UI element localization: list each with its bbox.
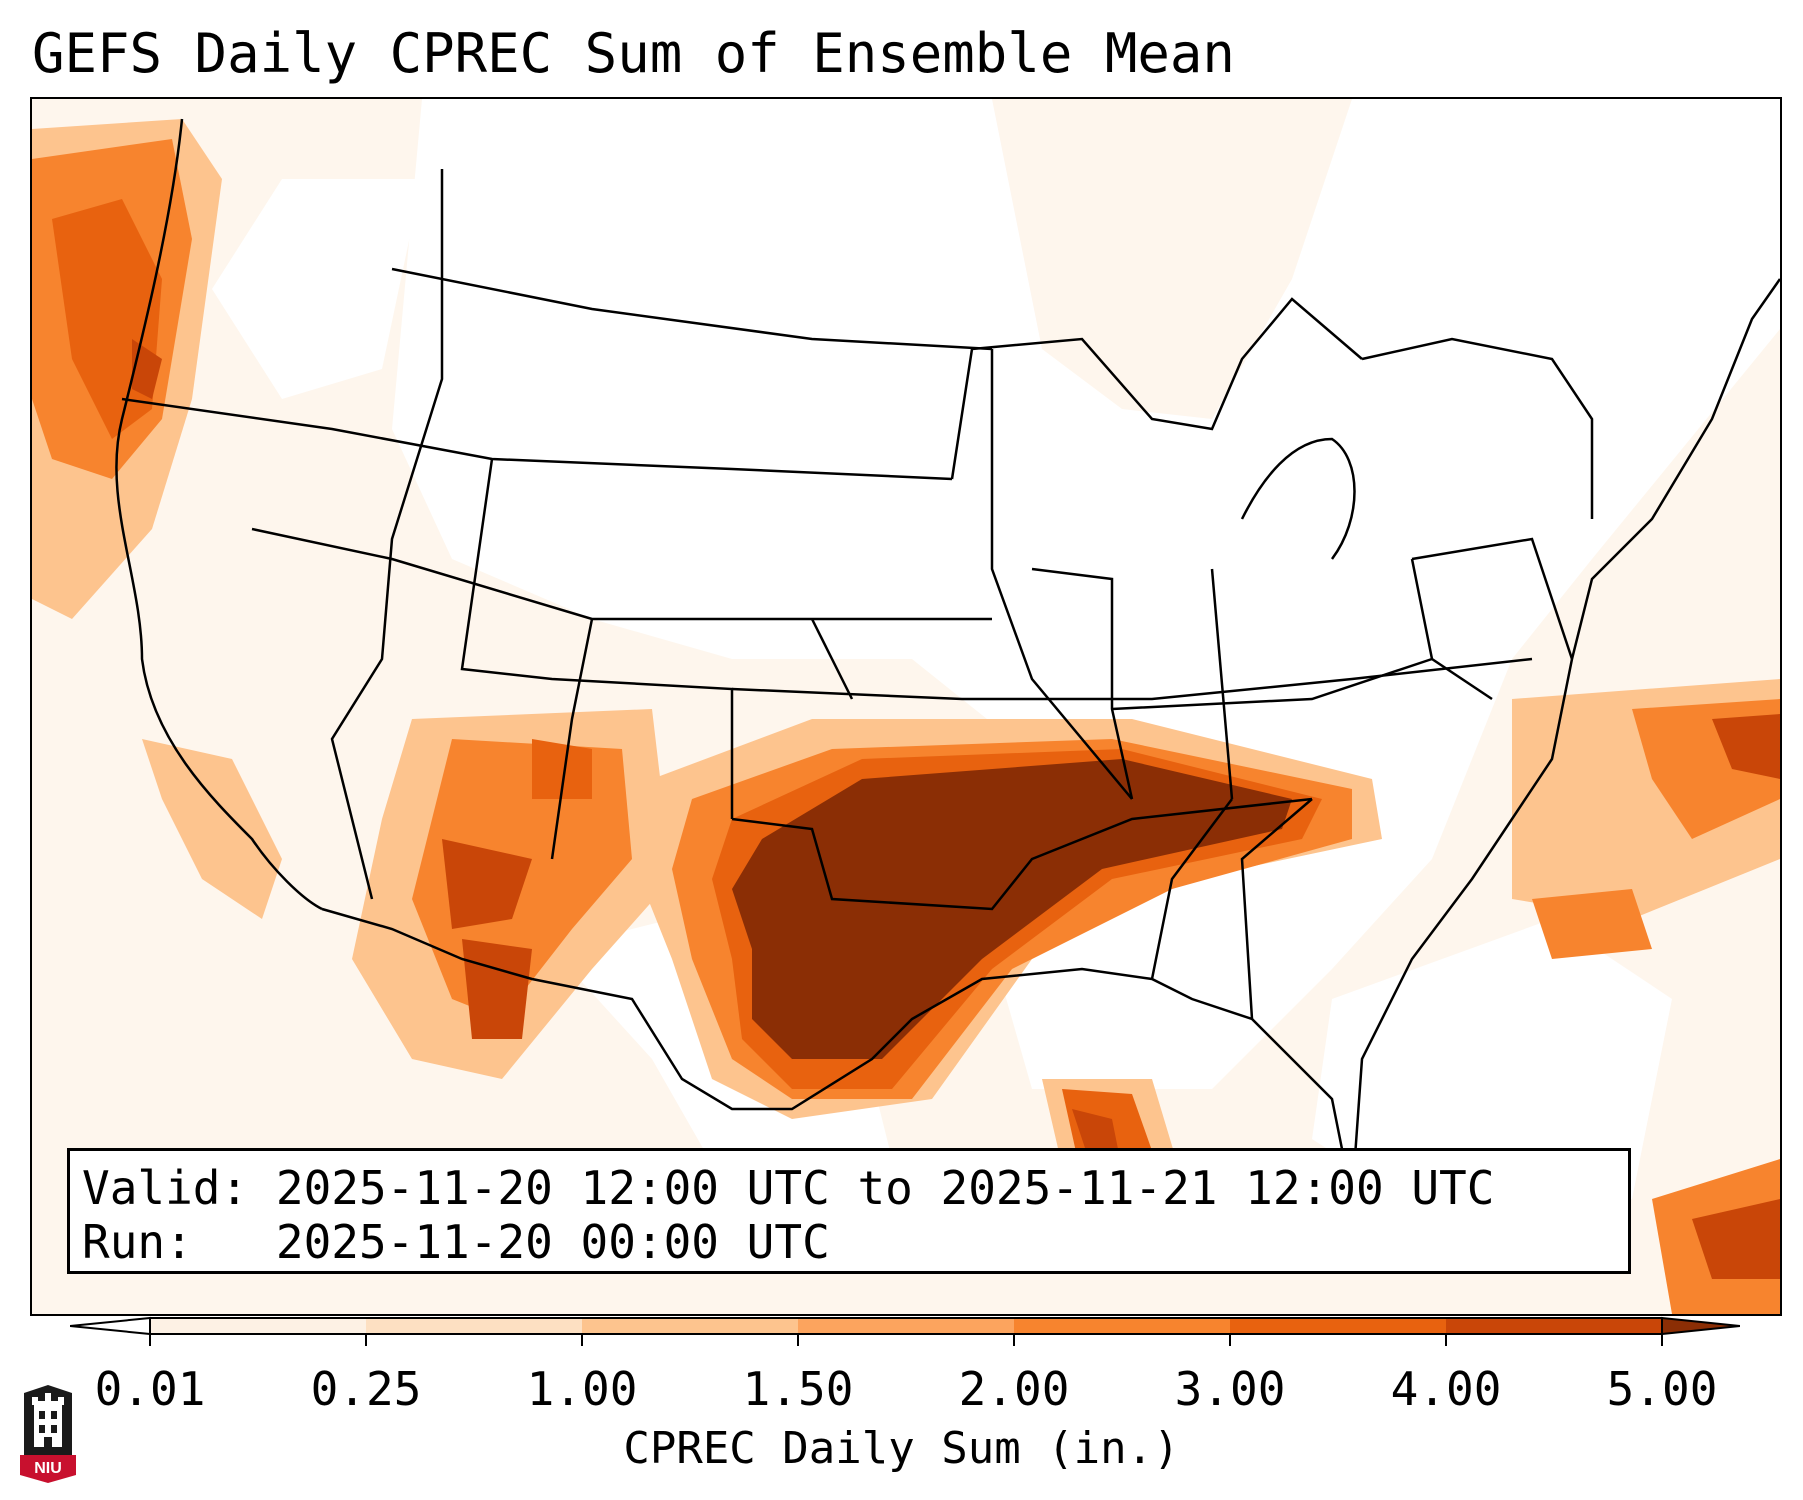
colorbar-tick-label: 2.00 bbox=[958, 1362, 1070, 1416]
colorbar-segment-4 bbox=[798, 1318, 1014, 1334]
colorbar-segment-5 bbox=[1014, 1318, 1230, 1334]
colorbar-segment-3 bbox=[582, 1318, 798, 1334]
colorbar-tick-label: 1.50 bbox=[742, 1362, 854, 1416]
colorbar-low-arrow bbox=[70, 1316, 151, 1336]
state-borders bbox=[115, 118, 1780, 1200]
logo-band bbox=[20, 1455, 76, 1483]
colorbar-tick-label: 1.00 bbox=[526, 1362, 638, 1416]
niu-logo: NIU bbox=[20, 1385, 76, 1483]
colorbar-segment-2 bbox=[366, 1318, 582, 1334]
colorbar-outline bbox=[149, 1317, 1663, 1335]
valid-range: 2025-11-20 12:00 UTC to 2025-11-21 12:00… bbox=[275, 1161, 1495, 1215]
run-time: 2025-11-20 00:00 UTC bbox=[275, 1215, 830, 1269]
colorbar-tick-label: 3.00 bbox=[1174, 1362, 1286, 1416]
southern-plains-precip bbox=[632, 719, 1382, 1119]
valid-label: Valid: bbox=[82, 1161, 249, 1215]
atlantic-precip bbox=[1512, 679, 1780, 1314]
colorbar-segment-7 bbox=[1446, 1318, 1662, 1334]
west-coast-precip bbox=[32, 119, 282, 919]
valid-row: Valid: 2025-11-20 12:00 UTC to 2025-11-2… bbox=[82, 1161, 1616, 1215]
valid-time-box: Valid: 2025-11-20 12:00 UTC to 2025-11-2… bbox=[67, 1148, 1631, 1274]
colorbar-tick-label: 5.00 bbox=[1606, 1362, 1718, 1416]
run-label: Run: bbox=[82, 1215, 193, 1269]
run-row: Run: 2025-11-20 00:00 UTC bbox=[82, 1215, 1616, 1269]
colorbar-ticks bbox=[149, 1334, 1663, 1346]
southwest-precip bbox=[352, 709, 672, 1079]
logo-text: NIU bbox=[34, 1460, 62, 1477]
colorbar bbox=[70, 1316, 1740, 1346]
colorbar-tick-label: 0.25 bbox=[310, 1362, 422, 1416]
colorbar-tick-label: 4.00 bbox=[1390, 1362, 1502, 1416]
map-canvas bbox=[32, 99, 1780, 1314]
colorbar-segment-1 bbox=[150, 1318, 366, 1334]
map-title: GEFS Daily CPREC Sum of Ensemble Mean bbox=[32, 22, 1235, 85]
colorbar-label: CPREC Daily Sum (in.) bbox=[623, 1423, 1180, 1474]
precip-map bbox=[30, 97, 1782, 1316]
colorbar-tick-label: 0.01 bbox=[94, 1362, 206, 1416]
colorbar-segment-6 bbox=[1230, 1318, 1446, 1334]
colorbar-high-arrow bbox=[1661, 1316, 1740, 1336]
